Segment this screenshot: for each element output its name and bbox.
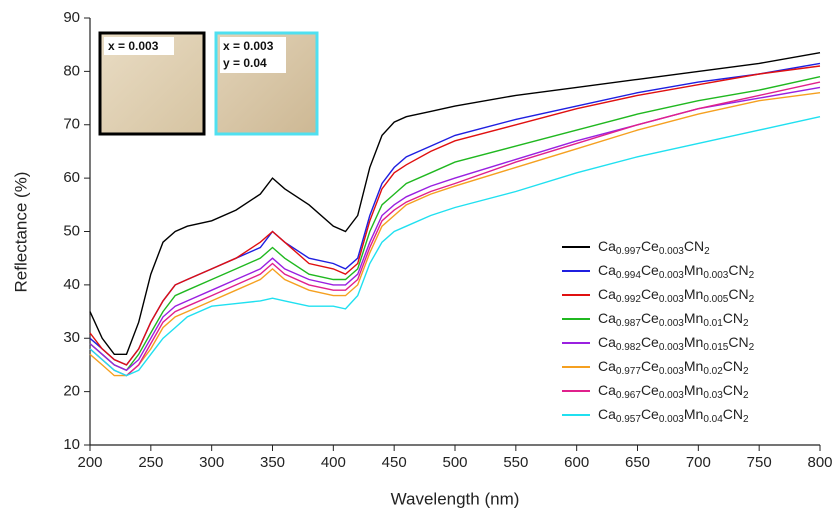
series-line: [89, 81, 821, 377]
legend-label: Ca0.992Ce0.003Mn0.005CN2: [598, 286, 755, 305]
y-tick-label: 90: [63, 9, 80, 26]
x-tick-label: 400: [321, 454, 346, 471]
x-tick-label: 700: [686, 454, 711, 471]
y-tick-label: 50: [63, 222, 80, 239]
x-tick-label: 450: [382, 454, 407, 471]
x-axis-label: Wavelength (nm): [391, 489, 520, 508]
series-line: [89, 86, 821, 372]
y-tick-label: 70: [63, 116, 80, 133]
series-line: [89, 76, 821, 372]
series-line: [89, 65, 821, 366]
y-tick-label: 40: [63, 276, 80, 293]
legend-label: Ca0.967Ce0.003Mn0.03CN2: [598, 382, 749, 401]
x-tick-label: 650: [625, 454, 650, 471]
x-tick-label: 200: [77, 454, 102, 471]
x-tick-label: 350: [260, 454, 285, 471]
y-tick-label: 20: [63, 383, 80, 400]
legend-label: Ca0.997Ce0.003CN2: [598, 238, 710, 257]
x-tick-label: 550: [503, 454, 528, 471]
legend-label: Ca0.957Ce0.003Mn0.04CN2: [598, 406, 749, 425]
series-line: [89, 52, 821, 355]
inset-label: x = 0.003: [223, 39, 274, 53]
x-tick-label: 800: [807, 454, 832, 471]
y-tick-label: 80: [63, 62, 80, 79]
x-tick-label: 250: [138, 454, 163, 471]
y-tick-label: 60: [63, 169, 80, 186]
y-tick-label: 30: [63, 329, 80, 346]
x-tick-label: 600: [564, 454, 589, 471]
legend-label: Ca0.994Ce0.003Mn0.003CN2: [598, 262, 755, 281]
x-tick-label: 750: [747, 454, 772, 471]
legend-label: Ca0.982Ce0.003Mn0.015CN2: [598, 334, 755, 353]
inset-label: y = 0.04: [223, 56, 267, 70]
inset-label: x = 0.003: [108, 39, 159, 53]
y-tick-label: 10: [63, 436, 80, 453]
inset-label-bg: [220, 37, 286, 73]
legend-label: Ca0.987Ce0.003Mn0.01CN2: [598, 310, 749, 329]
x-tick-label: 500: [442, 454, 467, 471]
inset-label-bg: [104, 37, 174, 55]
series-line: [89, 116, 821, 377]
y-axis-label: Reflectance (%): [11, 172, 30, 293]
x-tick-label: 300: [199, 454, 224, 471]
series-line: [89, 92, 821, 377]
legend-label: Ca0.977Ce0.003Mn0.02CN2: [598, 358, 749, 377]
